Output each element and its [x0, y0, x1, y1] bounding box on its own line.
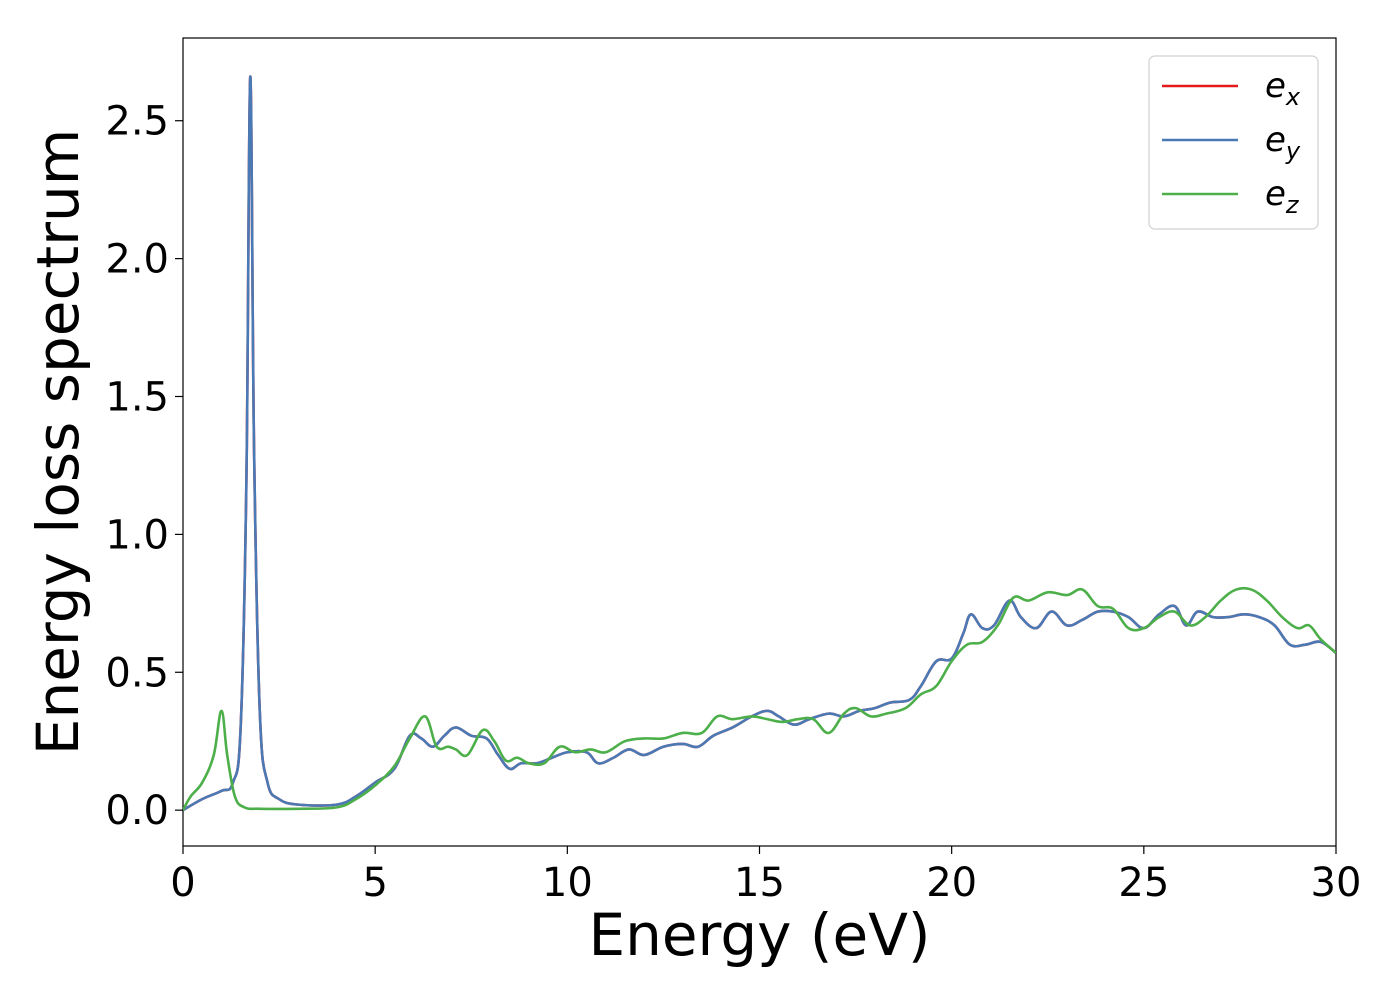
y-axis-label: Energy loss spectrum [24, 129, 92, 755]
x-tick-label: 25 [1118, 860, 1169, 906]
y-tick-label: 0.5 [105, 650, 169, 696]
y-tick-label: 1.0 [105, 512, 169, 558]
x-tick-label: 15 [734, 860, 785, 906]
x-tick-label: 30 [1311, 860, 1362, 906]
series-line-e-z [183, 586, 1336, 811]
series-layer [183, 75, 1336, 812]
y-axis-ticks: 0.0 0.5 1.0 1.5 2.0 2.5 [105, 99, 183, 834]
legend-box [1148, 55, 1319, 230]
x-tick-label: 20 [926, 860, 977, 906]
x-tick-label: 0 [170, 860, 195, 906]
y-tick-label: 1.5 [105, 374, 169, 420]
x-tick-label: 5 [362, 860, 387, 906]
x-axis-ticks: 0 5 10 15 20 25 30 [170, 846, 1361, 906]
series-line-e-y [183, 75, 1336, 812]
x-axis-label: Energy (eV) [588, 901, 930, 969]
y-tick-label: 2.0 [105, 237, 169, 283]
x-tick-label: 10 [542, 860, 593, 906]
y-tick-label: 0.0 [105, 788, 169, 834]
y-tick-label: 2.5 [105, 99, 169, 145]
